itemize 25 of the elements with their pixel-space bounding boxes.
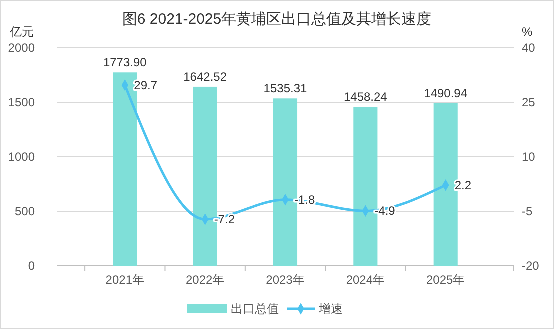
data-label: 1642.52 <box>184 70 228 84</box>
legend-label: 出口总值 <box>231 302 279 316</box>
x-tick-label: 2024年 <box>346 273 386 287</box>
data-label: 1490.94 <box>424 86 468 100</box>
y-tick-label: 1500 <box>8 96 36 110</box>
y2-tick-label: -20 <box>522 259 540 273</box>
y-tick-label: 0 <box>28 259 36 273</box>
y-tick-label: 1000 <box>8 150 36 164</box>
x-tick-label: 2025年 <box>426 273 466 287</box>
chart-title: 图6 2021-2025年黄埔区出口总值及其增长速度 <box>122 11 432 28</box>
y2-tick-label: 40 <box>522 41 536 55</box>
data-label: 1535.31 <box>264 82 308 96</box>
y2-tick-label: 10 <box>522 150 536 164</box>
y-tick-label: 2000 <box>8 41 36 55</box>
y2-tick-label: -5 <box>522 204 533 218</box>
x-tick-label: 2021年 <box>106 273 144 287</box>
y-tick-label: 500 <box>14 204 36 218</box>
data-label: 1773.90 <box>103 56 148 70</box>
y-axis-title: 亿元 <box>9 25 34 39</box>
legend-label: 增速 <box>318 302 343 316</box>
x-tick-label: 2022年 <box>186 273 225 287</box>
x-tick-label: 2023年 <box>266 273 305 287</box>
y2-tick-label: 25 <box>522 96 536 110</box>
y2-axis-title: % <box>522 25 533 39</box>
data-label: 1458.24 <box>344 90 388 104</box>
